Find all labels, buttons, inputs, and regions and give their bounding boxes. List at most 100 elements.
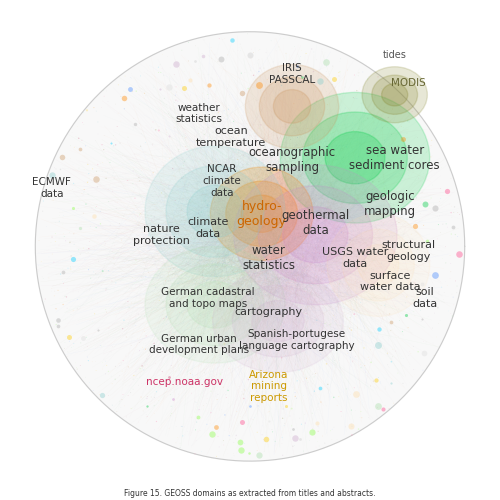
Point <box>144 402 152 409</box>
Point <box>108 380 116 388</box>
Point <box>79 108 87 116</box>
Point <box>320 330 328 338</box>
Point <box>381 94 389 102</box>
Point <box>263 243 271 251</box>
Point <box>428 278 436 286</box>
Point <box>199 243 207 251</box>
Point <box>382 253 390 261</box>
Point <box>248 162 256 170</box>
Point <box>340 153 347 161</box>
Point <box>130 125 138 133</box>
Point <box>289 442 297 450</box>
Point <box>172 324 179 332</box>
Point <box>350 71 358 79</box>
Point <box>129 375 137 383</box>
Point <box>345 158 353 166</box>
Point <box>110 174 118 182</box>
Point <box>201 74 209 82</box>
Point <box>256 124 264 132</box>
Point <box>336 266 344 274</box>
Point <box>138 380 145 388</box>
Point <box>360 296 368 304</box>
Point <box>286 214 294 222</box>
Point <box>448 312 456 320</box>
Point <box>390 399 398 407</box>
Point <box>285 319 293 327</box>
Point <box>78 192 86 200</box>
Point <box>347 422 355 430</box>
Point <box>143 394 151 402</box>
Point <box>267 154 275 162</box>
Point <box>224 84 232 92</box>
Point <box>118 330 126 338</box>
Point <box>172 158 180 166</box>
Point <box>364 114 372 122</box>
Point <box>343 230 351 238</box>
Point <box>260 170 268 178</box>
Point <box>342 423 349 431</box>
Point <box>218 234 226 242</box>
Point <box>422 338 430 346</box>
Point <box>316 249 324 257</box>
Point <box>406 348 414 356</box>
Point <box>260 437 268 445</box>
Point <box>282 352 290 360</box>
Point <box>148 216 156 224</box>
Point <box>244 292 252 300</box>
Point <box>410 210 418 218</box>
Point <box>364 131 372 139</box>
Point <box>359 68 367 76</box>
Point <box>291 392 299 400</box>
Point <box>356 414 364 422</box>
Point <box>190 233 198 241</box>
Point <box>107 348 115 356</box>
Point <box>260 220 268 228</box>
Point <box>403 293 411 301</box>
Point <box>200 365 207 373</box>
Point <box>150 394 158 402</box>
Point <box>338 144 346 152</box>
Point <box>209 290 217 298</box>
Point <box>311 368 319 376</box>
Point <box>409 195 417 203</box>
Point <box>244 208 252 216</box>
Point <box>136 364 144 372</box>
Point <box>234 156 241 164</box>
Point <box>407 238 415 246</box>
Point <box>349 395 357 403</box>
Point <box>313 316 321 324</box>
Point <box>174 148 182 156</box>
Point <box>428 181 436 189</box>
Point <box>323 282 331 290</box>
Point <box>194 98 202 106</box>
Point <box>348 326 356 334</box>
Point <box>226 252 234 260</box>
Point <box>206 345 214 353</box>
Point <box>178 156 186 164</box>
Point <box>76 224 84 232</box>
Point <box>275 274 283 282</box>
Point <box>219 383 227 391</box>
Point <box>248 72 256 80</box>
Point <box>242 298 250 306</box>
Point <box>98 158 106 166</box>
Point <box>84 353 92 361</box>
Point <box>39 274 47 282</box>
Point <box>326 68 334 76</box>
Point <box>188 189 196 197</box>
Point <box>154 68 162 76</box>
Point <box>369 150 377 158</box>
Point <box>308 370 316 378</box>
Point <box>104 330 112 338</box>
Point <box>398 191 406 199</box>
Point <box>180 132 188 140</box>
Point <box>267 76 275 84</box>
Point <box>255 378 263 386</box>
Point <box>230 131 237 139</box>
Point <box>137 210 145 218</box>
Point <box>191 398 199 406</box>
Point <box>419 154 427 162</box>
Point <box>180 158 188 166</box>
Point <box>280 227 288 235</box>
Point <box>357 408 365 416</box>
